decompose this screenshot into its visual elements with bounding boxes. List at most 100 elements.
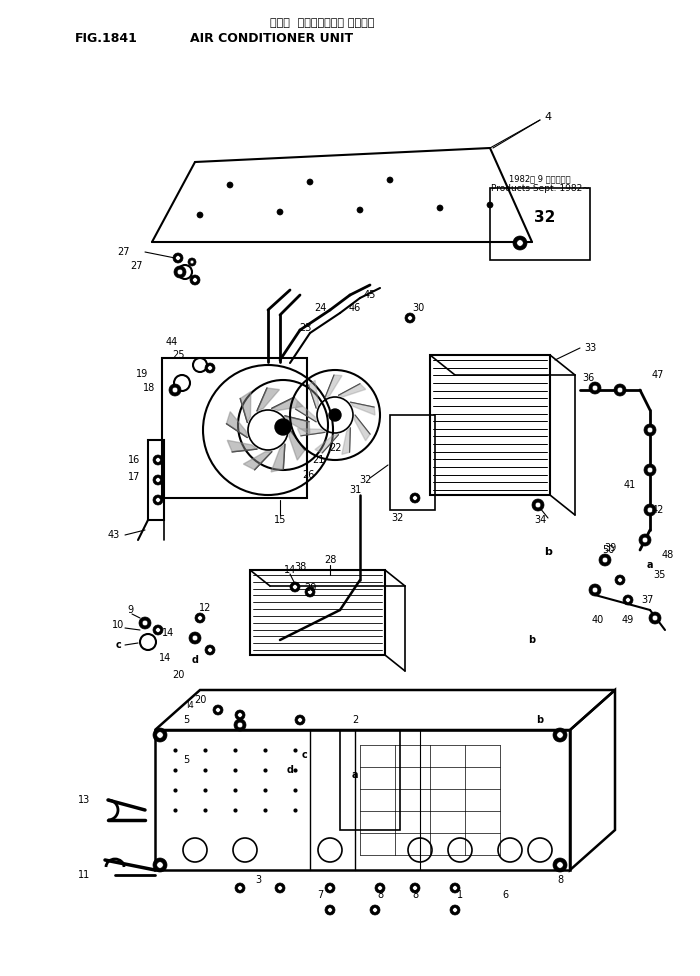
Circle shape bbox=[513, 236, 527, 250]
Circle shape bbox=[599, 554, 611, 566]
Circle shape bbox=[644, 464, 656, 476]
Text: 25: 25 bbox=[172, 350, 185, 360]
Circle shape bbox=[155, 628, 160, 632]
Polygon shape bbox=[271, 444, 285, 471]
Circle shape bbox=[328, 908, 332, 913]
Circle shape bbox=[589, 584, 601, 596]
Polygon shape bbox=[339, 384, 365, 397]
Circle shape bbox=[648, 427, 652, 432]
Circle shape bbox=[532, 499, 544, 511]
Circle shape bbox=[216, 708, 220, 712]
Text: 16: 16 bbox=[127, 455, 140, 465]
Text: I4: I4 bbox=[186, 701, 194, 710]
Text: 3: 3 bbox=[255, 875, 261, 885]
Circle shape bbox=[174, 266, 186, 278]
Text: d: d bbox=[286, 765, 293, 775]
Text: 7: 7 bbox=[317, 890, 323, 900]
Circle shape bbox=[644, 504, 656, 516]
Text: 27: 27 bbox=[130, 261, 143, 271]
Circle shape bbox=[213, 705, 223, 715]
Circle shape bbox=[235, 883, 245, 893]
Circle shape bbox=[155, 477, 160, 482]
Circle shape bbox=[142, 621, 148, 626]
Circle shape bbox=[617, 387, 623, 392]
Text: 47: 47 bbox=[652, 370, 664, 380]
Text: 35: 35 bbox=[654, 570, 666, 580]
Circle shape bbox=[615, 575, 625, 585]
Circle shape bbox=[238, 886, 242, 890]
Circle shape bbox=[189, 632, 201, 644]
Circle shape bbox=[592, 588, 598, 592]
Polygon shape bbox=[309, 381, 318, 408]
Circle shape bbox=[623, 595, 633, 605]
Circle shape bbox=[652, 615, 658, 621]
Text: 20: 20 bbox=[194, 695, 206, 705]
Text: 48: 48 bbox=[662, 550, 674, 560]
Text: 40: 40 bbox=[592, 615, 604, 625]
Circle shape bbox=[307, 179, 313, 185]
Text: 2: 2 bbox=[352, 715, 358, 725]
Circle shape bbox=[387, 177, 393, 183]
Text: 5: 5 bbox=[183, 755, 189, 765]
Circle shape bbox=[153, 455, 163, 465]
Circle shape bbox=[153, 475, 163, 485]
Text: 28: 28 bbox=[324, 555, 336, 565]
Circle shape bbox=[410, 883, 420, 893]
Bar bbox=[155, 730, 570, 870]
Text: 12: 12 bbox=[199, 603, 211, 613]
Circle shape bbox=[290, 582, 300, 592]
Text: 20: 20 bbox=[172, 670, 184, 680]
Circle shape bbox=[357, 207, 363, 213]
Text: 24: 24 bbox=[314, 303, 326, 313]
Circle shape bbox=[237, 722, 243, 728]
Text: 18: 18 bbox=[143, 383, 155, 393]
Circle shape bbox=[234, 719, 246, 731]
Bar bbox=[430, 355, 550, 495]
Bar bbox=[490, 188, 590, 260]
Circle shape bbox=[329, 409, 341, 421]
Circle shape bbox=[157, 732, 163, 738]
Text: 29: 29 bbox=[304, 583, 316, 593]
Circle shape bbox=[197, 212, 203, 218]
Text: c: c bbox=[302, 750, 308, 760]
Circle shape bbox=[193, 278, 197, 282]
Text: d: d bbox=[192, 655, 199, 665]
Circle shape bbox=[197, 616, 202, 621]
Circle shape bbox=[413, 496, 417, 501]
Text: 39: 39 bbox=[604, 543, 616, 553]
Text: 22: 22 bbox=[329, 443, 342, 453]
Circle shape bbox=[155, 458, 160, 463]
Circle shape bbox=[208, 648, 212, 652]
Circle shape bbox=[275, 419, 291, 435]
Polygon shape bbox=[342, 427, 350, 455]
Circle shape bbox=[378, 886, 382, 890]
Circle shape bbox=[177, 269, 183, 274]
Polygon shape bbox=[315, 434, 339, 453]
Circle shape bbox=[617, 578, 622, 583]
Circle shape bbox=[153, 728, 167, 742]
Polygon shape bbox=[350, 402, 375, 415]
Circle shape bbox=[453, 908, 457, 913]
Circle shape bbox=[372, 908, 377, 913]
Circle shape bbox=[639, 534, 651, 546]
Circle shape bbox=[413, 886, 417, 890]
Circle shape bbox=[153, 495, 163, 505]
Circle shape bbox=[275, 883, 285, 893]
Circle shape bbox=[278, 886, 282, 890]
Text: 31: 31 bbox=[349, 485, 361, 495]
Circle shape bbox=[557, 862, 563, 868]
Circle shape bbox=[592, 386, 598, 390]
Polygon shape bbox=[285, 416, 310, 434]
Text: 10: 10 bbox=[112, 620, 124, 630]
Text: 26: 26 bbox=[302, 470, 314, 480]
Text: エアー  コンディショナ ユニット: エアー コンディショナ ユニット bbox=[270, 18, 374, 28]
Text: 49: 49 bbox=[622, 615, 634, 625]
Polygon shape bbox=[325, 375, 342, 397]
Text: 13: 13 bbox=[78, 795, 90, 805]
Polygon shape bbox=[257, 388, 279, 411]
Circle shape bbox=[450, 883, 460, 893]
Bar bbox=[340, 730, 400, 830]
Circle shape bbox=[176, 256, 181, 261]
Circle shape bbox=[407, 316, 412, 320]
Circle shape bbox=[453, 886, 457, 890]
